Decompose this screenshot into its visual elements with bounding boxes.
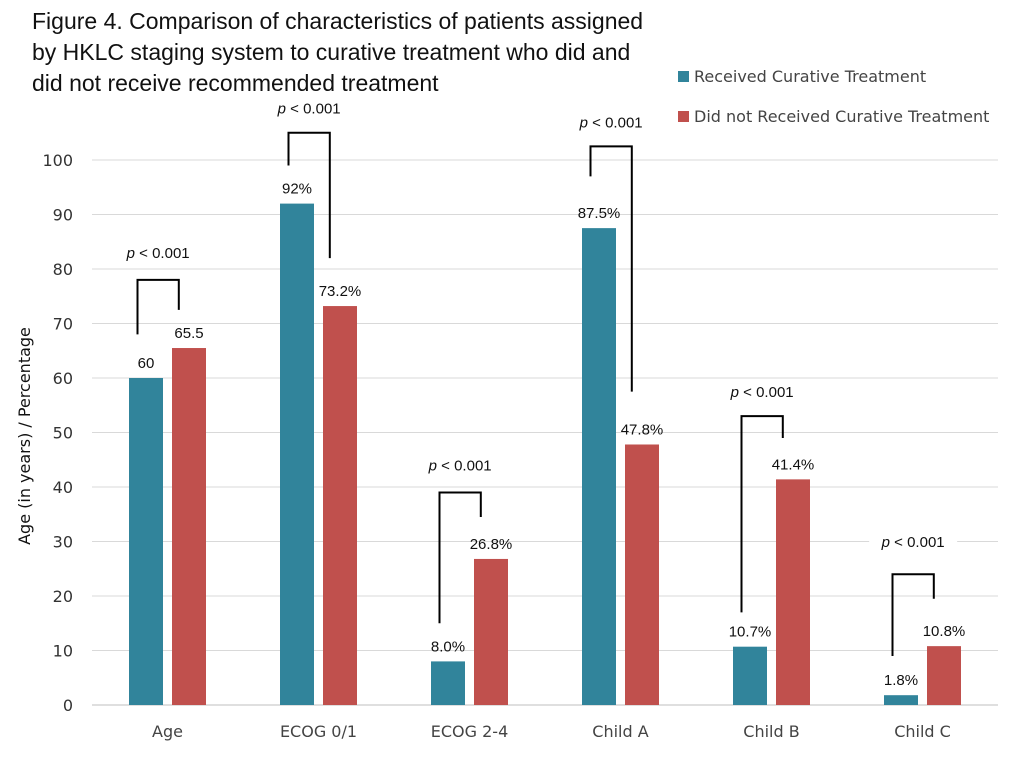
data-label: 10.7% <box>729 624 772 641</box>
received-bar-2 <box>431 661 465 705</box>
x-axis-categories: Age ECOG 0/1 ECOG 2-4 Child A Child B Child C <box>152 722 951 741</box>
chart-title-line-1: Figure 4. Comparison of characteristics … <box>32 8 644 34</box>
x-category-label: Child C <box>894 722 951 741</box>
x-category-label: Child A <box>592 722 648 741</box>
p-value-label: p < 0.001 <box>277 101 341 118</box>
p-value-bg <box>718 382 807 405</box>
y-tick-label: 60 <box>53 369 73 388</box>
legend-swatch <box>678 111 689 122</box>
p-symbol: p <box>881 534 890 551</box>
p-threshold: < 0.001 <box>286 101 341 118</box>
legend-swatch <box>678 71 689 82</box>
received-bar-4 <box>733 646 767 705</box>
p-threshold: < 0.001 <box>890 534 945 551</box>
p-symbol: p <box>579 114 588 131</box>
received-bar-0 <box>129 378 163 705</box>
p-value-bracket <box>589 145 633 392</box>
legend-label: Did not Received Curative Treatment <box>694 107 989 126</box>
p-value-bracket <box>891 573 935 656</box>
bars <box>129 203 961 705</box>
chart-title-line-3: did not receive recommended treatment <box>32 70 439 96</box>
data-label: 8.0% <box>431 638 465 655</box>
chart-title: Figure 4. Comparison of characteristics … <box>32 6 672 99</box>
p-value-label: p < 0.001 <box>579 114 643 131</box>
data-label: 60 <box>138 355 155 372</box>
data-label: 26.8% <box>470 536 513 553</box>
received-bar-1 <box>280 203 314 705</box>
not-received-bar-4 <box>776 479 810 705</box>
p-threshold: < 0.001 <box>135 245 190 262</box>
y-tick-label: 0 <box>63 696 73 715</box>
p-symbol: p <box>428 458 437 475</box>
not-received-bar-0 <box>172 348 206 705</box>
p-value-bracket <box>740 415 784 613</box>
p-value-label: p < 0.001 <box>730 384 794 401</box>
y-tick-label: 80 <box>53 260 73 279</box>
p-value-bg <box>416 455 505 478</box>
x-category-label: Age <box>152 722 183 741</box>
y-tick-label: 70 <box>53 315 73 334</box>
y-axis-label: Age (in years) / Percentage <box>15 327 34 545</box>
x-category-label: Child B <box>743 722 799 741</box>
y-axis-ticks: 0 10 20 30 40 50 60 70 80 90 100 <box>42 151 73 715</box>
p-value-label: p < 0.001 <box>428 458 492 475</box>
p-value-bg <box>114 243 203 266</box>
data-label: 92% <box>282 181 312 198</box>
p-symbol: p <box>277 101 286 118</box>
y-tick-label: 40 <box>53 478 73 497</box>
p-value-bracket <box>136 278 180 335</box>
data-label: 87.5% <box>578 205 621 222</box>
data-label: 65.5 <box>174 325 203 342</box>
not-received-bar-2 <box>474 558 508 705</box>
y-tick-label: 30 <box>53 533 73 552</box>
x-category-label: ECOG 2-4 <box>431 722 509 741</box>
chart-title-line-2: by HKLC staging system to curative treat… <box>32 39 631 65</box>
legend-label: Received Curative Treatment <box>694 67 926 86</box>
data-label: 73.2% <box>319 283 362 300</box>
data-label: 47.8% <box>621 421 664 438</box>
p-threshold: < 0.001 <box>437 458 492 475</box>
p-value-bg <box>265 98 354 121</box>
received-bar-3 <box>582 228 616 705</box>
p-value-label: p < 0.001 <box>126 245 190 262</box>
y-tick-label: 10 <box>53 642 73 661</box>
p-threshold: < 0.001 <box>588 114 643 131</box>
p-value-bg <box>567 112 656 135</box>
p-value-bracket <box>287 131 331 259</box>
y-tick-label: 100 <box>42 151 73 170</box>
p-symbol: p <box>126 245 135 262</box>
legend: Received Curative Treatment Did not Recei… <box>678 67 989 126</box>
p-value-bg <box>869 531 958 554</box>
y-tick-label: 20 <box>53 587 73 606</box>
x-category-label: ECOG 0/1 <box>280 722 357 741</box>
data-label: 41.4% <box>772 456 815 473</box>
data-label: 1.8% <box>884 672 918 689</box>
p-value-bracket <box>438 491 482 624</box>
bar-labels: 60 92% 8.0% 87.5% 10.7% 1.8% 65.5 73.2% 26.8% 47.… <box>138 181 966 690</box>
received-bar-5 <box>884 695 918 705</box>
p-symbol: p <box>730 384 739 401</box>
not-received-bar-5 <box>927 646 961 705</box>
p-value-label: p < 0.001 <box>881 534 945 551</box>
data-label: 10.8% <box>923 623 966 640</box>
y-tick-label: 90 <box>53 206 73 225</box>
not-received-bar-3 <box>625 444 659 705</box>
not-received-bar-1 <box>323 306 357 705</box>
gridlines <box>92 159 998 706</box>
y-tick-label: 50 <box>53 424 73 443</box>
p-threshold: < 0.001 <box>739 384 794 401</box>
